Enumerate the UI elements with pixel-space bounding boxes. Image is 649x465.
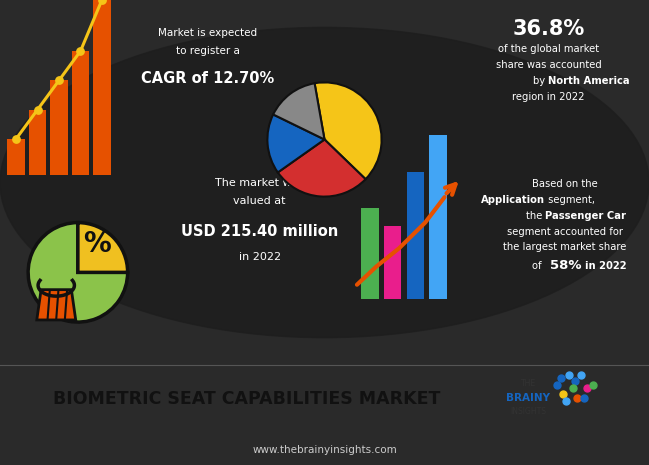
Text: INSIGHTS: INSIGHTS [510, 407, 546, 416]
Text: The market was: The market was [215, 178, 304, 187]
Text: BIOMETRIC SEAT CAPABILITIES MARKET: BIOMETRIC SEAT CAPABILITIES MARKET [53, 390, 440, 407]
Bar [71, 51, 90, 175]
Polygon shape [37, 290, 76, 320]
Point [75, 47, 86, 55]
Wedge shape [78, 223, 128, 272]
Text: USD 215.40 million: USD 215.40 million [181, 224, 338, 239]
Text: share was accounted: share was accounted [496, 60, 601, 70]
Point [97, 0, 107, 4]
Bar [93, 0, 110, 175]
Text: of: of [532, 261, 545, 271]
Text: Market is expected: Market is expected [158, 28, 257, 38]
Bar [8, 139, 25, 175]
Text: in 2022: in 2022 [585, 261, 627, 271]
Point [11, 135, 21, 142]
Bar [29, 110, 47, 175]
Text: to register a: to register a [176, 46, 239, 56]
Text: region in 2022: region in 2022 [512, 92, 585, 102]
Bar [430, 135, 447, 299]
Text: Application: Application [481, 195, 545, 205]
Bar [384, 226, 401, 299]
Bar [406, 172, 424, 299]
Text: in 2022: in 2022 [239, 252, 280, 262]
Text: segment accounted for: segment accounted for [507, 227, 622, 237]
Text: THE: THE [520, 379, 536, 388]
Wedge shape [267, 114, 324, 173]
Text: valued at: valued at [234, 196, 286, 206]
Text: %: % [84, 230, 111, 258]
Text: 58%: 58% [550, 259, 582, 272]
Text: CAGR of 12.70%: CAGR of 12.70% [141, 71, 275, 86]
Text: North America: North America [548, 76, 630, 86]
Ellipse shape [0, 27, 649, 338]
Bar [51, 80, 68, 175]
Text: 36.8%: 36.8% [512, 19, 585, 39]
Bar [361, 208, 379, 299]
Wedge shape [278, 140, 365, 197]
Point [32, 106, 43, 113]
Text: www.thebrainyinsights.com: www.thebrainyinsights.com [252, 445, 397, 455]
Wedge shape [273, 83, 324, 140]
Wedge shape [28, 223, 128, 322]
Point [54, 77, 64, 84]
Text: Passenger Car: Passenger Car [545, 211, 626, 221]
Text: BRAINY: BRAINY [506, 392, 550, 403]
Text: Based on the: Based on the [532, 179, 598, 189]
Wedge shape [315, 82, 382, 179]
Text: segment,: segment, [545, 195, 595, 205]
Text: the: the [526, 211, 545, 221]
Text: of the global market: of the global market [498, 44, 599, 54]
Text: the largest market share: the largest market share [503, 242, 626, 252]
Text: by: by [533, 76, 548, 86]
